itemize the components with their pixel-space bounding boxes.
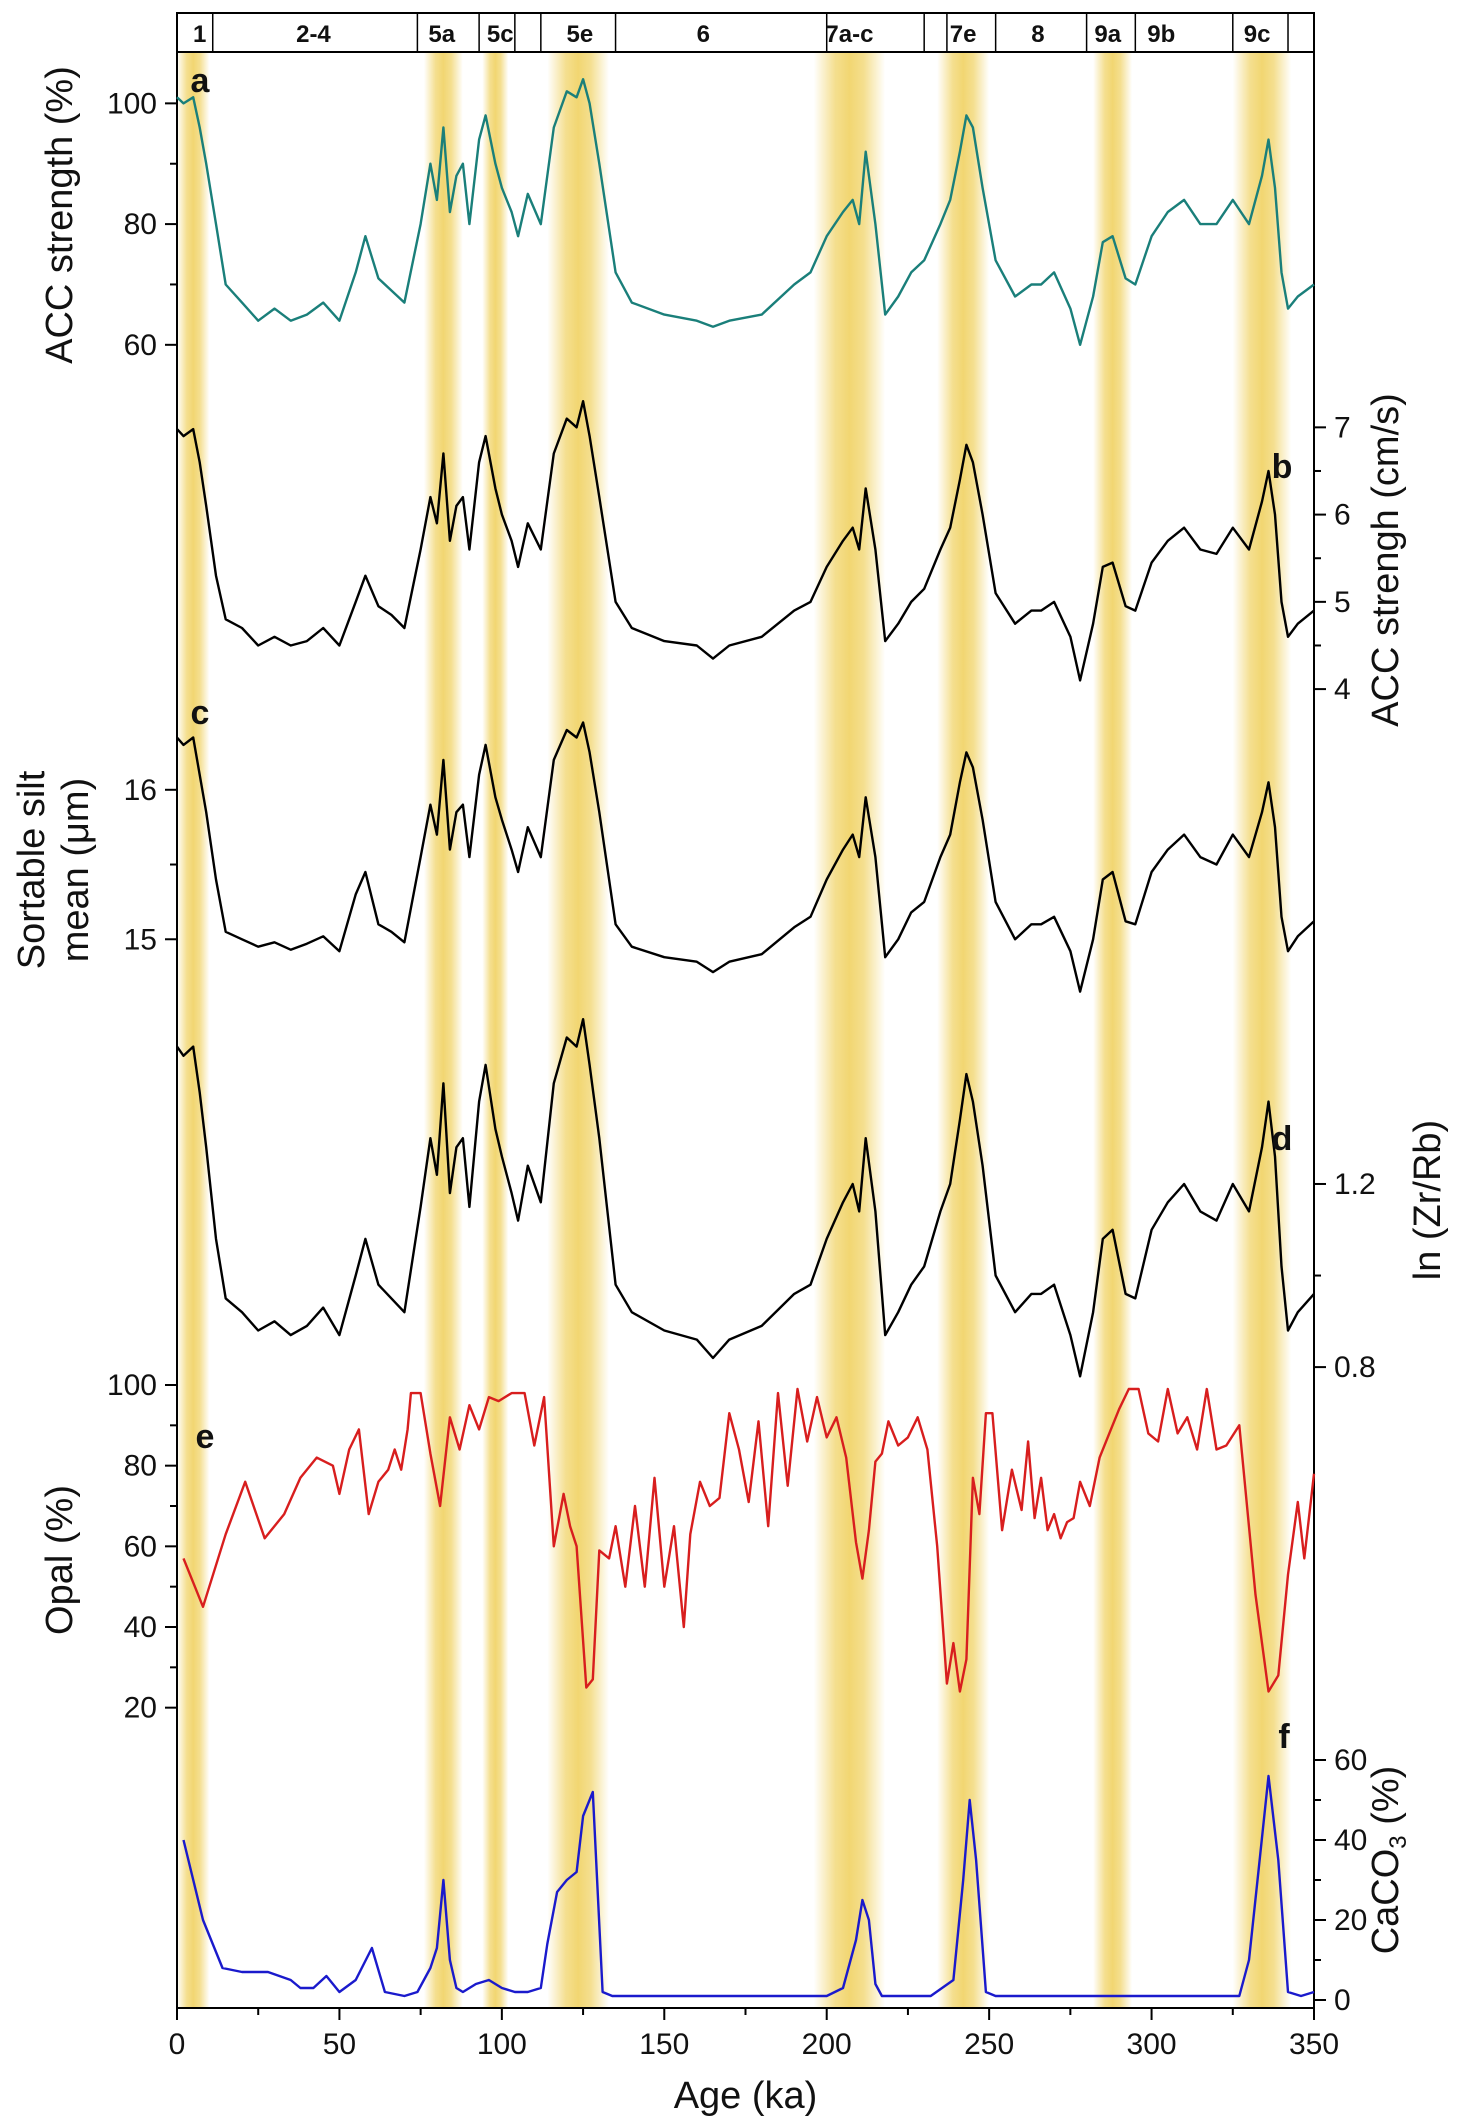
y-tick-label-c: 16 [124,774,157,807]
y-tick-label-b: 5 [1334,586,1351,619]
y-axis-title-d: ln (Zr/Rb) [1407,1120,1449,1280]
interglacial-band [177,52,210,2008]
y-tick-label-b: 4 [1334,673,1351,706]
series-line-b [176,400,1315,682]
y-tick-label-e: 40 [124,1611,157,1644]
y-axis-title-c: Sortable siltmean (μm) [11,770,97,969]
panel-letter-f: f [1278,1718,1290,1756]
series-line-a [176,77,1315,346]
y-tick-label-f: 60 [1334,1744,1367,1777]
panel-letter-e: e [196,1418,215,1456]
y-tick-label-e: 20 [124,1692,157,1725]
y-tick-label-f: 0 [1334,1984,1351,2017]
stage-label: 8 [1031,21,1044,48]
y-tick-label-a: 60 [124,329,157,362]
interglacial-bands [177,52,1292,2008]
stage-label: 9a [1094,21,1121,48]
x-tick-label: 50 [323,2028,356,2061]
stage-bar-frame [176,12,1315,53]
labels: a ACC strength (%) b ACC strengh (cm/s) c Sor… [11,62,1449,1954]
x-tick-label: 250 [964,2028,1014,2061]
y-tick-label-a: 80 [124,208,157,241]
series-line-d [176,1018,1315,1378]
stage-label: 6 [697,21,710,48]
stage-bar: 1 2-4 5a 5c 5e 6 7a-c 7e 8 9a 9b 9c [176,12,1315,53]
series-line-e [182,1387,1316,1693]
stage-label: 5c [487,21,514,48]
stage-label: 5a [428,21,455,48]
y-tick-label-e: 100 [107,1369,157,1402]
series-line-f [182,1774,1315,1998]
y-tick-label-b: 7 [1334,411,1351,444]
panel-letter-d: d [1272,1120,1293,1158]
x-tick-label: 350 [1289,2028,1339,2061]
x-axis-title: Age (ka) [674,2075,818,2117]
y-axis-title-b: ACC strengh (cm/s) [1365,393,1407,727]
interglacial-band [1232,52,1292,2008]
y-tick-label-d: 0.8 [1334,1351,1376,1384]
interglacial-band [482,52,509,2008]
y-tick-label-c: 15 [124,923,157,956]
interglacial-band [937,52,990,2008]
y-axis-title-f: CaCO3 (%) [1365,1766,1412,1955]
stage-label: 9c [1244,21,1271,48]
stage-label: 2-4 [296,21,331,48]
y-axis-title-a: ACC strength (%) [39,66,81,364]
stage-label: 7e [950,21,977,48]
panel-letter-b: b [1272,448,1293,486]
y-tick-label-a: 100 [107,87,157,120]
stage-label: 1 [193,21,206,48]
x-tick-label: 200 [802,2028,852,2061]
x-tick-label: 100 [477,2028,527,2061]
y-axis-title-e: Opal (%) [39,1485,81,1635]
x-tick-label: 0 [169,2028,186,2061]
stage-label: 7a-c [825,21,873,48]
y-tick-label-f: 40 [1334,1824,1367,1857]
y-tick-label-e: 80 [124,1450,157,1483]
series [176,77,1316,1998]
y-tick-label-e: 60 [124,1530,157,1563]
interglacial-band [547,52,610,2008]
series-line-c [176,721,1315,993]
y-tick-label-d: 1.2 [1334,1168,1376,1201]
panel-letter-a: a [191,62,211,100]
interglacial-band [1093,52,1133,2008]
y-tick-label-f: 20 [1334,1904,1367,1937]
stage-label: 9b [1147,21,1175,48]
panel-letter-c: c [191,694,210,732]
x-tick-label: 300 [1127,2028,1177,2061]
stage-label: 5e [566,21,593,48]
interglacial-band [423,52,463,2008]
y-tick-label-b: 6 [1334,499,1351,532]
interglacial-band [813,52,886,2008]
x-tick-label: 150 [639,2028,689,2061]
